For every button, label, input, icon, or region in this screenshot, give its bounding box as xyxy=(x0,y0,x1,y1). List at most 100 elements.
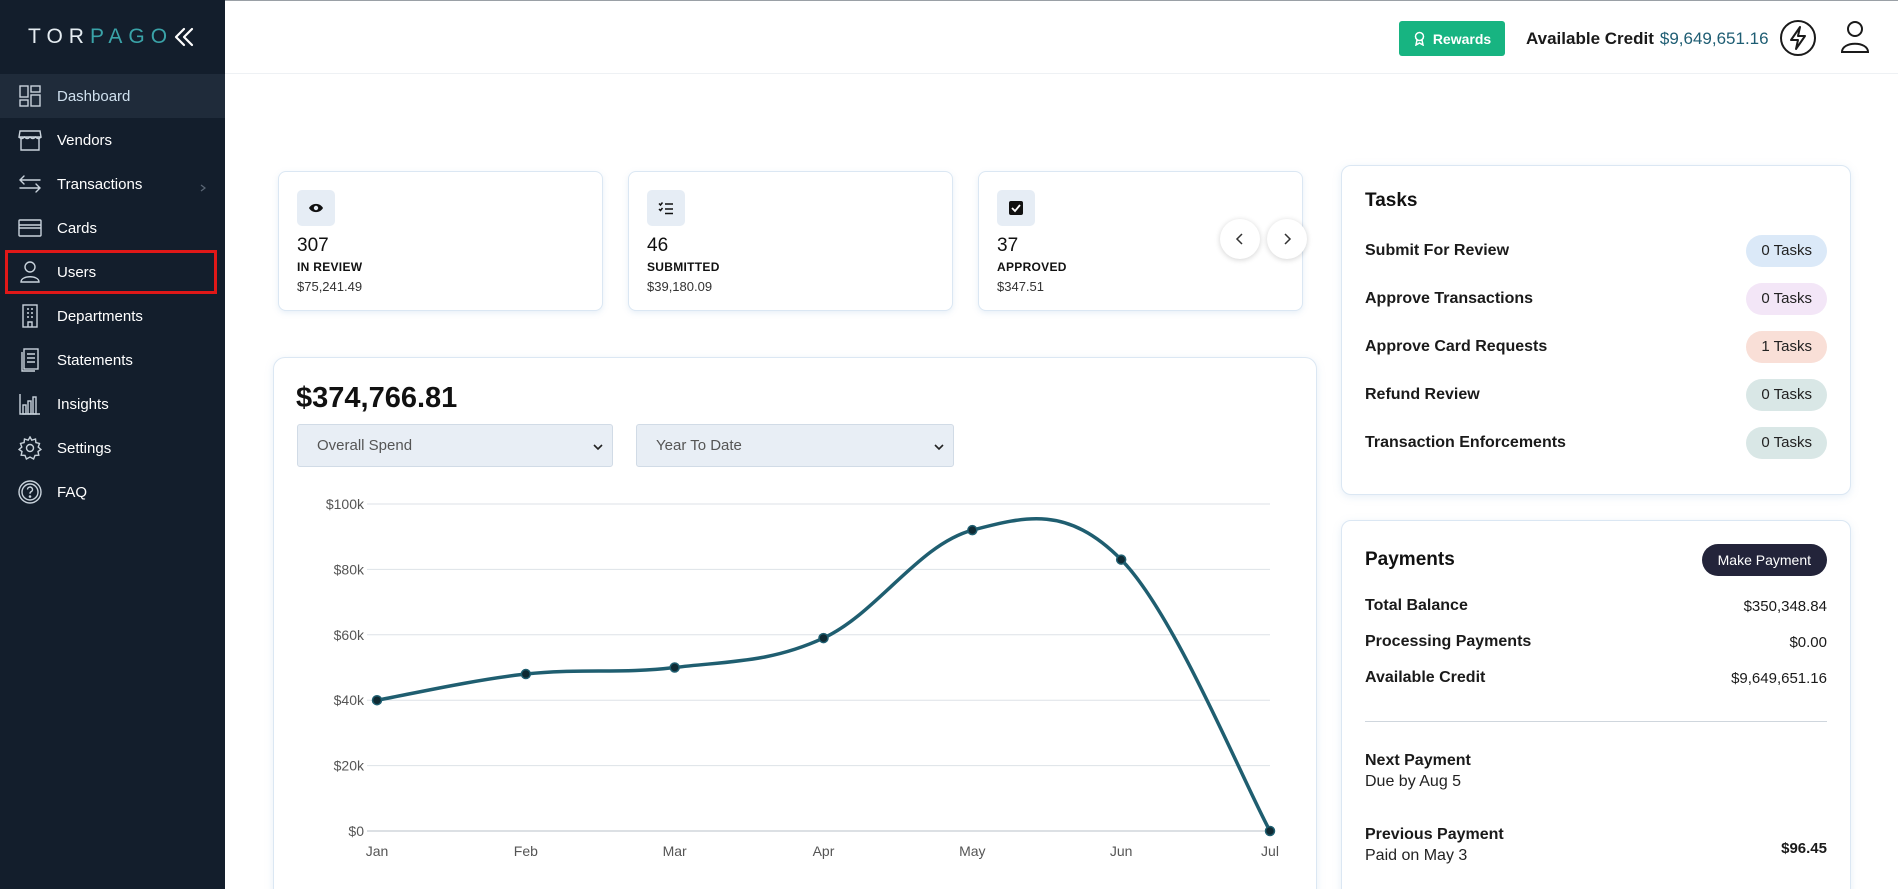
task-count-badge: 0 Tasks xyxy=(1746,426,1827,459)
lightning-icon[interactable] xyxy=(1779,19,1817,57)
task-label: Submit For Review xyxy=(1365,241,1510,259)
sidebar-item-transactions[interactable]: Transactions xyxy=(0,162,225,206)
spend-line-chart: $0 $20k $40k $60k $80k $100k Jan Feb Mar Apr May Ju… xyxy=(326,496,1279,859)
y-tick-label: $40k xyxy=(334,692,365,708)
y-tick-label: $80k xyxy=(334,561,365,577)
next-payment-due: Due by Aug 5 xyxy=(1365,773,1462,790)
stat-label: IN REVIEW xyxy=(297,260,363,274)
sidebar-item-vendors[interactable]: Vendors xyxy=(0,118,225,162)
sidebar-item-insights[interactable]: Insights xyxy=(0,382,225,426)
carousel-prev-button[interactable] xyxy=(1220,219,1260,259)
sidebar-item-settings[interactable]: Settings xyxy=(0,426,225,470)
user-icon xyxy=(18,260,42,284)
stat-count: 37 xyxy=(997,235,1019,256)
available-credit-label: Available Credit xyxy=(1365,669,1486,686)
chevron-left-icon xyxy=(1235,233,1243,245)
brand: TORPAGO xyxy=(0,0,225,74)
chevron-down-icon xyxy=(933,440,945,452)
stat-card-in-review[interactable]: 307 IN REVIEW $75,241.49 xyxy=(278,171,603,311)
available-credit-row: Available Credit $9,649,651.16 xyxy=(1365,669,1827,687)
rewards-label: Rewards xyxy=(1432,30,1492,47)
processing-payments-label: Processing Payments xyxy=(1365,633,1532,650)
divider xyxy=(1365,721,1827,722)
card-icon xyxy=(18,216,42,240)
data-point xyxy=(818,632,829,644)
eye-icon xyxy=(297,190,335,226)
store-icon xyxy=(18,128,42,152)
previous-payment-amount: $96.45 xyxy=(1781,840,1827,857)
metric-select[interactable]: Overall Spend xyxy=(297,424,613,467)
x-tick-label: Jun xyxy=(1110,843,1133,859)
bar-chart-icon xyxy=(18,392,42,416)
profile-icon[interactable] xyxy=(1840,20,1870,54)
previous-payment-label: Previous Payment xyxy=(1365,826,1504,843)
sidebar-item-label: Transactions xyxy=(57,175,143,193)
data-point xyxy=(1264,825,1276,837)
task-count-badge: 1 Tasks xyxy=(1746,330,1827,363)
gear-icon xyxy=(18,436,42,460)
transfer-icon xyxy=(18,172,42,196)
sidebar-item-cards[interactable]: Cards xyxy=(0,206,225,250)
tasks-card: Tasks Submit For Review 0 Tasks Approve … xyxy=(1341,165,1851,495)
sidebar-item-departments[interactable]: Departments xyxy=(0,294,225,338)
period-select[interactable]: Year To Date xyxy=(636,424,954,467)
stat-label: APPROVED xyxy=(997,260,1067,274)
task-row-transaction-enforcements[interactable]: Transaction Enforcements 0 Tasks xyxy=(1365,426,1827,459)
x-tick-label: Apr xyxy=(813,843,835,859)
spend-series-line xyxy=(376,517,1272,832)
task-row-submit-for-review[interactable]: Submit For Review 0 Tasks xyxy=(1365,234,1827,267)
help-icon xyxy=(18,480,42,504)
total-balance-value: $350,348.84 xyxy=(1743,597,1827,615)
previous-payment-date: Paid on May 3 xyxy=(1365,847,1468,864)
sidebar-item-statements[interactable]: Statements xyxy=(0,338,225,382)
processing-payments-value: $0.00 xyxy=(1789,633,1827,651)
make-payment-button[interactable]: Make Payment xyxy=(1701,544,1827,576)
available-credit-value: $9,649,651.16 xyxy=(1659,29,1769,48)
checkbox-icon xyxy=(997,190,1035,226)
spend-total: $374,766.81 xyxy=(296,382,458,414)
y-tick-label: $0 xyxy=(348,823,364,839)
data-point xyxy=(669,662,680,673)
task-count-badge: 0 Tasks xyxy=(1746,234,1827,267)
award-icon xyxy=(1414,31,1425,46)
sidebar-item-dashboard[interactable]: Dashboard xyxy=(0,74,225,118)
sidebar-item-label: Vendors xyxy=(57,131,113,149)
sidebar-item-users[interactable]: Users xyxy=(5,250,217,294)
task-label: Approve Card Requests xyxy=(1365,337,1548,355)
available-credit: Available Credit $9,649,651.16 xyxy=(1526,29,1769,49)
spend-chart-card: $374,766.81 Overall Spend Year To Date $… xyxy=(273,357,1317,889)
task-row-refund-review[interactable]: Refund Review 0 Tasks xyxy=(1365,378,1827,411)
task-count-badge: 0 Tasks xyxy=(1746,378,1827,411)
data-point xyxy=(371,694,383,706)
sidebar-item-label: FAQ xyxy=(57,483,88,501)
task-count-badge: 0 Tasks xyxy=(1746,282,1827,315)
stat-amount: $347.51 xyxy=(997,279,1044,294)
task-label: Approve Transactions xyxy=(1365,289,1534,307)
period-select-value: Year To Date xyxy=(656,437,742,454)
y-tick-label: $100k xyxy=(326,496,365,512)
task-label: Refund Review xyxy=(1365,385,1480,403)
data-point xyxy=(967,524,978,536)
stat-amount: $39,180.09 xyxy=(647,279,713,294)
processing-payments-row: Processing Payments $0.00 xyxy=(1365,633,1827,651)
sidebar-item-label: Statements xyxy=(57,351,133,369)
sidebar-item-label: Dashboard xyxy=(57,87,131,105)
task-row-approve-card-requests[interactable]: Approve Card Requests 1 Tasks xyxy=(1365,330,1827,363)
tasks-title: Tasks xyxy=(1365,190,1418,211)
stat-card-submitted[interactable]: 46 SUBMITTED $39,180.09 xyxy=(628,171,953,311)
task-row-approve-transactions[interactable]: Approve Transactions 0 Tasks xyxy=(1365,282,1827,315)
data-point xyxy=(1115,554,1127,565)
next-payment-label: Next Payment xyxy=(1365,752,1471,769)
available-credit-label: Available Credit xyxy=(1526,29,1654,48)
sidebar-item-faq[interactable]: FAQ xyxy=(0,470,225,514)
x-tick-label: Feb xyxy=(514,843,538,859)
rewards-button[interactable]: Rewards xyxy=(1399,21,1505,56)
logo[interactable]: TORPAGO xyxy=(28,25,174,48)
collapse-sidebar-icon[interactable] xyxy=(172,26,196,48)
payments-title: Payments xyxy=(1365,549,1455,570)
y-tick-label: $60k xyxy=(334,627,365,643)
chevron-right-icon xyxy=(1284,233,1292,245)
carousel-next-button[interactable] xyxy=(1267,219,1307,259)
stat-amount: $75,241.49 xyxy=(297,279,363,294)
sidebar-item-label: Departments xyxy=(57,307,143,325)
